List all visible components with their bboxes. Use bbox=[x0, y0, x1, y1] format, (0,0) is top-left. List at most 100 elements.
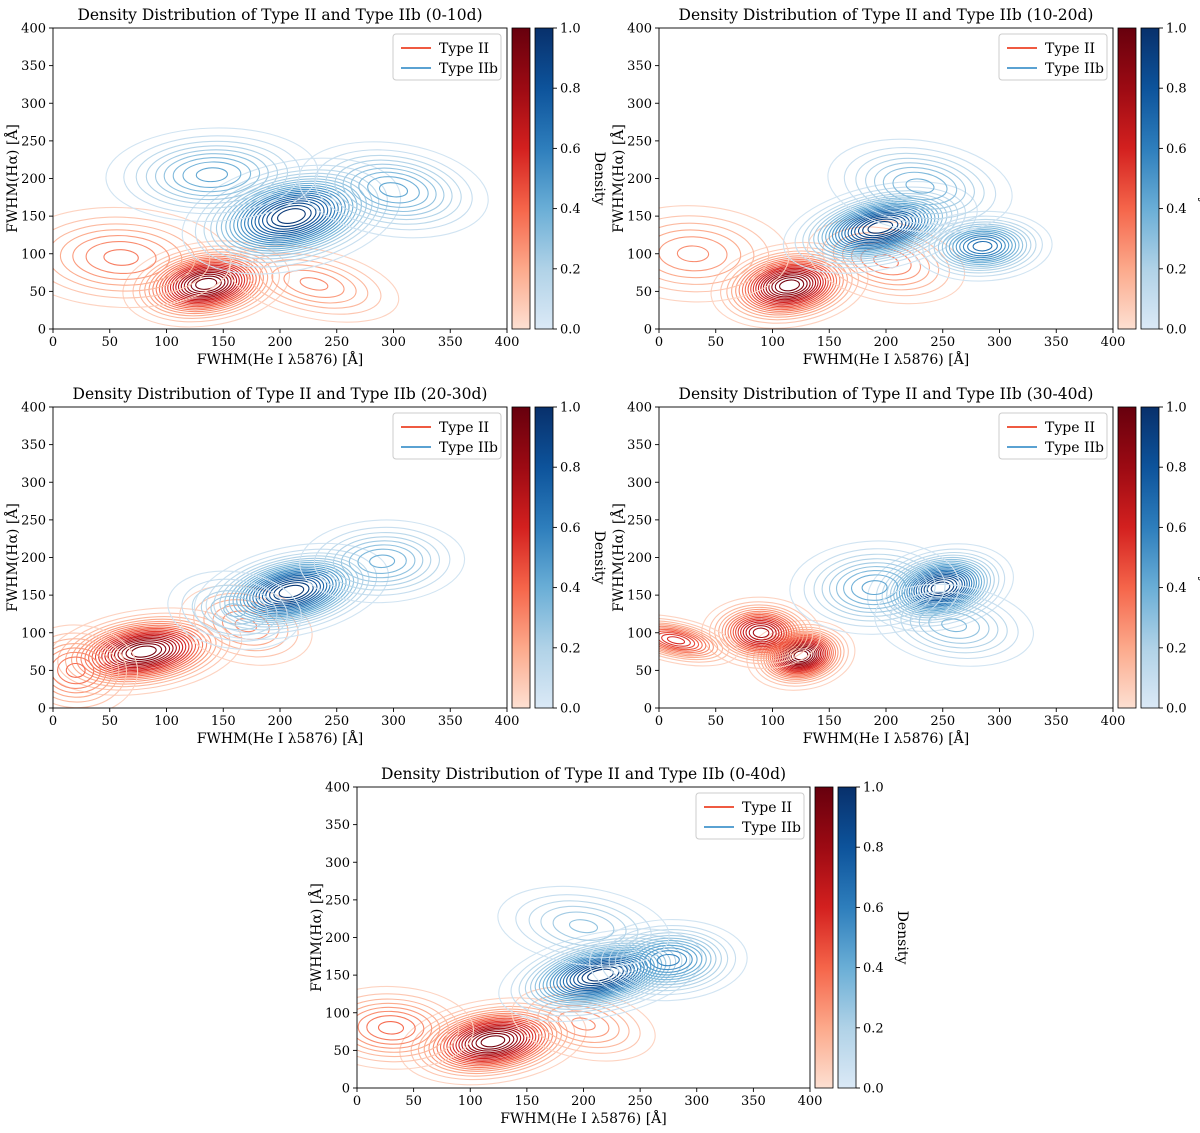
contour-line-type-ii bbox=[101, 632, 187, 671]
contour-line-type-iib bbox=[850, 213, 910, 242]
contour-line-type-iib bbox=[246, 568, 337, 615]
contour-line-type-iib bbox=[875, 548, 1006, 627]
contour-line-type-iib bbox=[794, 186, 967, 269]
contour-line-type-iib bbox=[892, 171, 948, 201]
contour-line-type-iib bbox=[886, 554, 995, 621]
x-tick-label: 250 bbox=[930, 714, 955, 729]
contour-line-type-ii bbox=[410, 1002, 576, 1081]
chart-title: Density Distribution of Type II and Type… bbox=[73, 385, 488, 403]
contour-line-type-ii bbox=[738, 257, 841, 314]
contour-line-type-ii bbox=[259, 259, 369, 309]
contour-line-type-ii bbox=[88, 626, 200, 677]
contour-line-type-ii bbox=[357, 998, 449, 1058]
x-tick-label: 150 bbox=[211, 335, 236, 350]
x-tick-label: 150 bbox=[514, 1094, 539, 1109]
colorbar-type-ii bbox=[511, 406, 531, 709]
contour-line-type-ii bbox=[765, 272, 814, 299]
contour-line-type-ii bbox=[659, 229, 742, 279]
contour-line-type-ii bbox=[53, 643, 113, 698]
contour-line-type-iib bbox=[342, 163, 445, 216]
colorbar-tick-label: 0.0 bbox=[560, 702, 581, 717]
contour-line-type-iib bbox=[497, 885, 670, 967]
x-tick-label: 300 bbox=[381, 714, 406, 729]
legend-label-type-iib: Type IIb bbox=[1045, 440, 1104, 456]
contour-line-type-ii bbox=[762, 270, 817, 301]
y-tick-label: 350 bbox=[21, 59, 46, 74]
y-tick-label: 150 bbox=[325, 969, 350, 984]
contour-line-type-iib bbox=[269, 580, 314, 603]
contour-line-type-ii bbox=[98, 630, 190, 673]
contour-line-type-ii bbox=[446, 1019, 540, 1064]
y-tick-label: 200 bbox=[325, 931, 350, 946]
y-tick-label: 400 bbox=[21, 22, 46, 37]
y-tick-label: 0 bbox=[342, 1082, 350, 1097]
contour-line-type-ii bbox=[769, 634, 832, 676]
contour-line-type-iib bbox=[855, 152, 985, 220]
x-tick-label: 50 bbox=[101, 335, 118, 350]
y-tick-label: 50 bbox=[333, 1044, 350, 1059]
y-tick-label: 400 bbox=[627, 401, 652, 416]
contour-line-type-iib bbox=[299, 519, 466, 604]
y-tick-label: 0 bbox=[38, 323, 46, 338]
x-tick-label: 300 bbox=[987, 714, 1012, 729]
y-tick-label: 100 bbox=[21, 626, 46, 641]
colorbar-tick-label: 1.0 bbox=[863, 781, 884, 796]
legend-label-type-ii: Type II bbox=[1045, 420, 1095, 436]
x-tick-label: 50 bbox=[101, 714, 118, 729]
colorbar-tick-label: 0.6 bbox=[560, 142, 581, 157]
contour-line-type-iib bbox=[928, 611, 980, 639]
chart-title: Density Distribution of Type II and Type… bbox=[77, 6, 482, 24]
contour-line-type-iib bbox=[528, 900, 639, 953]
contour-line-type-iib bbox=[154, 149, 269, 201]
contour-line-type-ii bbox=[659, 222, 755, 285]
contour-line-type-ii bbox=[721, 608, 801, 657]
contour-line-type-iib bbox=[357, 548, 407, 574]
chart-panel-2: 0 50 100 150 200 250 300 350 400 0 50 100 150 200 250 3… bbox=[609, 6, 1200, 368]
contour-line-type-iib bbox=[649, 950, 688, 971]
contour-line-type-iib bbox=[191, 584, 278, 636]
colorbar-label: Density bbox=[591, 531, 607, 585]
contour-line-type-iib bbox=[905, 178, 935, 194]
contour-line-type-ii bbox=[175, 267, 238, 301]
y-axis-label: FWHM(Hα) [Å] bbox=[307, 883, 325, 992]
contour-line-type-iib bbox=[276, 208, 306, 225]
y-axis-label: FWHM(Hα) [Å] bbox=[609, 124, 627, 233]
x-tick-label: 150 bbox=[211, 714, 236, 729]
contour-line-type-iib bbox=[930, 581, 951, 594]
contour-line-type-iib bbox=[952, 230, 1013, 262]
x-tick-label: 250 bbox=[628, 1094, 653, 1109]
contour-line-type-ii bbox=[110, 636, 177, 667]
contour-line-type-iib bbox=[955, 232, 1010, 260]
contour-line-type-ii bbox=[461, 1026, 525, 1057]
contour-line-type-ii bbox=[742, 621, 780, 645]
contour-line-type-ii bbox=[180, 270, 232, 298]
contour-line-type-iib bbox=[251, 194, 332, 238]
contour-line-type-ii bbox=[104, 633, 184, 670]
colorbar-tick-label: 0.4 bbox=[1166, 202, 1187, 217]
colorbar-tick-label: 0.0 bbox=[1166, 702, 1187, 717]
colorbar-type-ii bbox=[814, 786, 834, 1089]
contour-line-type-ii bbox=[788, 646, 814, 664]
contour-line-type-ii bbox=[172, 266, 240, 302]
contour-line-type-ii bbox=[557, 1010, 610, 1038]
contour-line-type-iib bbox=[252, 571, 331, 611]
contour-line-type-iib bbox=[332, 536, 432, 587]
contour-line-type-iib bbox=[573, 962, 628, 988]
contour-line-type-iib bbox=[850, 574, 899, 601]
colorbar-type-iib bbox=[1140, 27, 1160, 330]
contour-line-type-iib bbox=[348, 544, 416, 579]
contour-line-type-iib bbox=[510, 933, 691, 1017]
y-tick-label: 300 bbox=[21, 97, 46, 112]
contour-line-type-ii bbox=[357, 993, 460, 1063]
contour-line-type-ii bbox=[471, 1030, 515, 1052]
x-tick-label: 100 bbox=[154, 335, 179, 350]
colorbar-tick-label: 0.2 bbox=[560, 641, 581, 656]
y-tick-label: 50 bbox=[29, 285, 46, 300]
contour-line-type-ii bbox=[714, 604, 809, 662]
x-tick-label: 350 bbox=[1044, 714, 1069, 729]
contour-line-type-iib bbox=[945, 227, 1020, 266]
y-tick-label: 200 bbox=[627, 172, 652, 187]
x-tick-label: 400 bbox=[495, 714, 520, 729]
x-tick-label: 300 bbox=[684, 1094, 709, 1109]
contour-line-type-iib bbox=[498, 928, 703, 1022]
